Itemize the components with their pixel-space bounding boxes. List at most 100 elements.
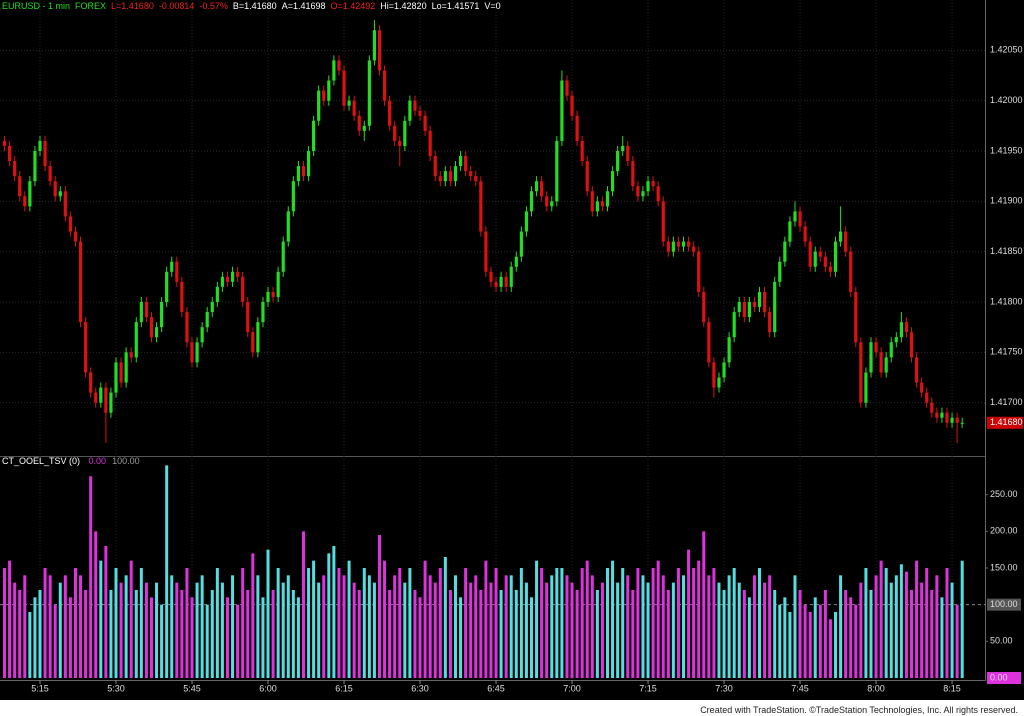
candle-body [854,291,858,343]
volume-bar [413,590,417,678]
volume-bar [104,546,108,678]
candle-body [372,30,377,61]
volume-bar [276,568,280,678]
volume-bar [950,582,954,678]
y-tick-label: 50.00 [990,636,1013,646]
volume-bar [631,590,635,678]
candle-body [104,387,108,413]
candle-body [955,417,959,423]
candle-body [175,261,179,282]
candle-body [828,266,833,272]
volume-bar [864,568,868,678]
volume-bar [499,590,503,678]
volume-bar [377,535,381,678]
candle-body [950,417,954,423]
volume-bar [489,582,493,678]
chart: 5:15 5:30 5:45 6:00 6:15 6:30 6:45 7:00 7:15 7:30… [0,0,1024,700]
volume-bar [403,582,407,678]
candle-body [590,191,594,212]
volume-bar [621,568,625,678]
candle-body [367,60,371,126]
candle-body [509,266,513,287]
volume-bar [616,582,620,678]
candle-body [312,120,316,151]
y-tick-label: 0.00 [990,672,1008,682]
volume-bar [687,549,691,678]
volume-bar [849,597,853,678]
candle-body [276,271,280,297]
candle-body [580,140,584,162]
header-item: -0.00814 [158,1,195,11]
candle-body [281,241,285,272]
candle-body [904,322,909,333]
volume-bar [793,575,797,678]
volume-bar [661,575,665,678]
volume-bar [175,582,179,678]
volume-bar [94,531,98,678]
volume-bar [641,575,645,678]
volume-bar [732,568,736,678]
volume-bar [246,590,250,678]
candle-body [261,301,265,323]
candle-body [13,161,17,177]
candle-body [43,140,47,167]
volume-bar [656,560,660,678]
volume-bar [448,590,452,678]
indicator-title: CT_OOEL_TSV (0) [2,456,81,466]
candle-body [808,241,812,267]
candle-body [301,166,306,177]
candle-body [540,181,544,197]
candle-body [220,276,225,287]
volume-bar [519,568,523,678]
volume-bar [854,604,858,678]
candle-body [241,276,245,302]
volume-bar [28,612,32,678]
volume-bar [322,575,326,678]
volume-bar [459,597,463,678]
volume-bar [894,575,898,678]
volume-bar [828,619,832,678]
candle-body [803,226,807,242]
candle-body [124,352,128,383]
indicator-legend: CT_OOEL_TSV (0) 0.00 100.00 [2,456,146,466]
y-tick-label: 100.00 [990,599,1018,609]
candle-body [73,231,78,242]
candle-body [757,291,762,308]
candle-body [930,402,934,413]
candle-body [332,60,336,81]
volume-bar [327,553,331,678]
volume-bar [251,553,255,678]
header-item: B=1.41680 [232,1,277,11]
candle-body [296,166,301,182]
volume-bar [388,590,392,678]
time-label: 6:00 [259,683,277,693]
volume-bar [195,582,199,678]
volume-bar [114,568,118,678]
volume-bar [535,560,539,678]
volume-bar [453,575,457,678]
volume-bar [144,582,148,678]
candle-body [28,181,32,207]
y-tick-label: 1.41950 [990,145,1023,155]
candle-body [256,322,260,353]
volume-bar [899,564,903,678]
volume-bar [180,590,184,678]
header-item: O=1.42492 [330,1,376,11]
volume-bar [808,612,812,678]
volume-bar [580,568,584,678]
candle-body [504,276,508,287]
candle-body [692,246,696,252]
candle-body [53,181,57,197]
candle-body [514,256,518,267]
candle-body [443,171,447,182]
candle-body [610,171,615,192]
volume-bar [960,560,964,678]
time-label: 7:30 [715,683,733,693]
candle-body [94,392,98,403]
candle-body [768,312,772,333]
zero-label-box [987,672,1021,684]
volume-bar [129,560,133,678]
candle-body [499,276,503,287]
volume-bar [165,465,169,678]
